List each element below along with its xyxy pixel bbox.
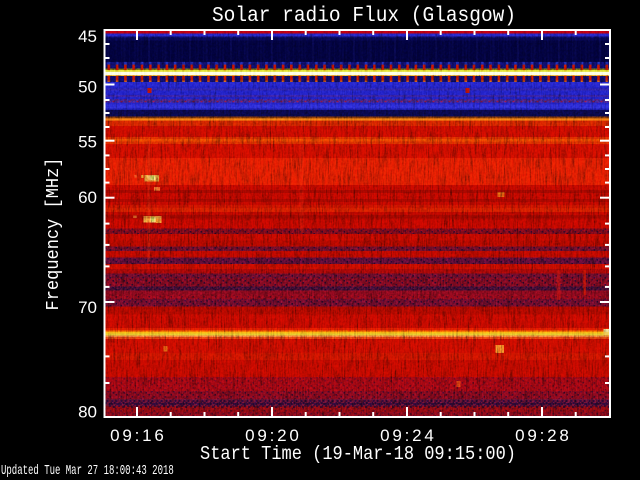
svg-text:Updated Tue Mar 27 18:00:43 20: Updated Tue Mar 27 18:00:43 2018: [1, 463, 174, 478]
svg-text:70: 70: [78, 298, 97, 317]
svg-text:80: 80: [78, 403, 97, 422]
svg-text:09:20: 09:20: [245, 426, 302, 445]
svg-text:09:16: 09:16: [110, 426, 167, 445]
svg-text:09:24: 09:24: [380, 426, 437, 445]
svg-text:Solar radio Flux (Glasgow): Solar radio Flux (Glasgow): [212, 4, 516, 28]
svg-text:Frequency [MHz]: Frequency [MHz]: [43, 158, 64, 311]
svg-text:50: 50: [78, 78, 97, 97]
svg-text:45: 45: [78, 27, 97, 46]
svg-text:09:28: 09:28: [515, 426, 572, 445]
svg-text:Start Time (19-Mar-18 09:15:00: Start Time (19-Mar-18 09:15:00): [200, 444, 516, 465]
svg-text:55: 55: [78, 132, 97, 151]
svg-text:60: 60: [78, 188, 97, 207]
